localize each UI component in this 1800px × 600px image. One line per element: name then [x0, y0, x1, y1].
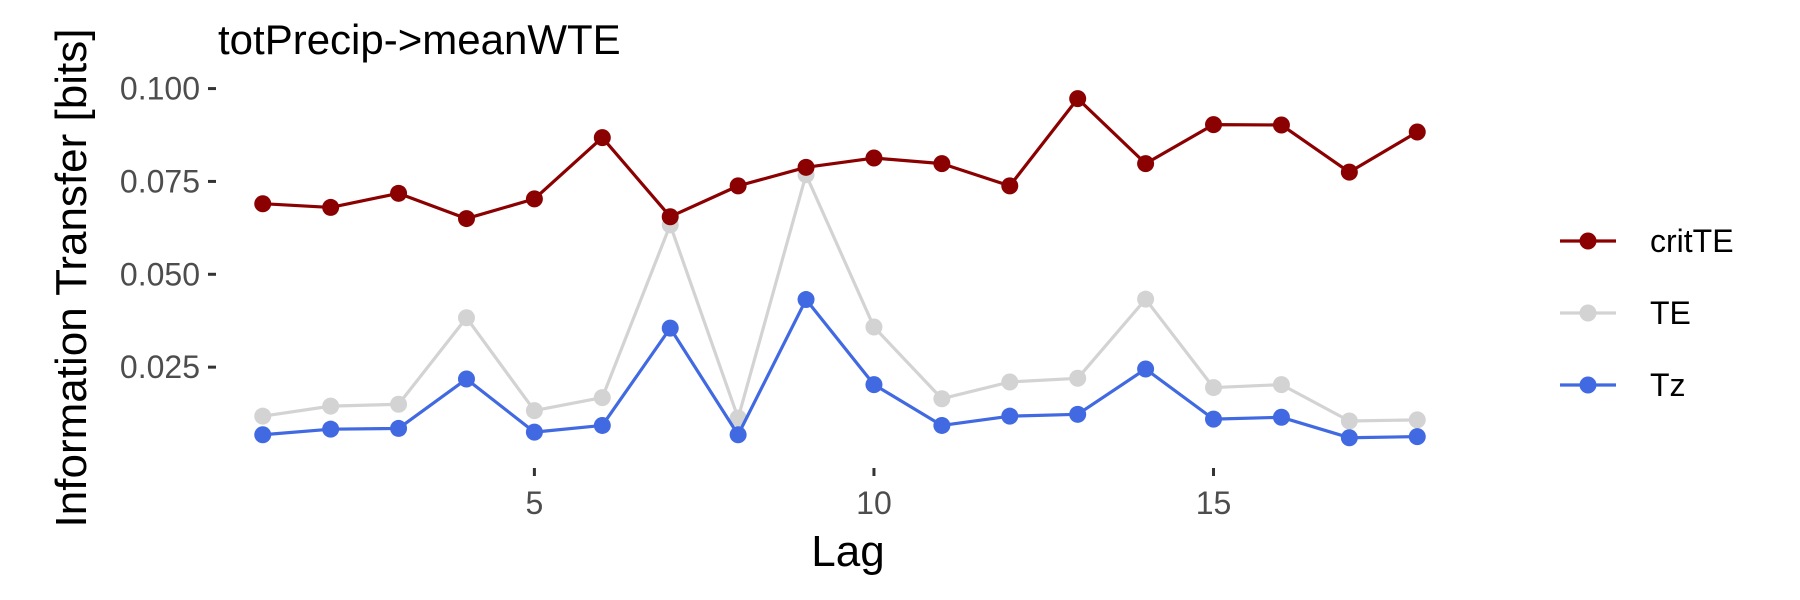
data-point-tz — [1069, 405, 1087, 423]
legend-marker — [1579, 232, 1597, 250]
data-point-critte — [729, 177, 747, 195]
x-tick-label: 10 — [856, 485, 892, 521]
data-point-te — [322, 397, 340, 415]
data-point-critte — [661, 208, 679, 226]
x-tick-label: 15 — [1196, 485, 1232, 521]
data-point-tz — [1272, 408, 1290, 426]
data-point-tz — [729, 426, 747, 444]
plot-area — [254, 90, 1426, 447]
data-point-critte — [322, 198, 340, 216]
data-point-tz — [525, 423, 543, 441]
data-point-tz — [1205, 410, 1223, 428]
y-tick-label: 0.050 — [120, 256, 200, 292]
legend-marker — [1579, 304, 1597, 322]
data-point-te — [729, 409, 747, 427]
series-critte — [254, 90, 1426, 228]
data-point-te — [1137, 290, 1155, 308]
data-point-tz — [1408, 428, 1426, 446]
series-te — [254, 166, 1426, 430]
series-line-te — [262, 173, 1418, 423]
data-point-tz — [457, 370, 475, 388]
y-tick-label: 0.075 — [120, 163, 200, 199]
legend-key-critte — [1560, 232, 1616, 250]
legend-label-tz: Tz — [1650, 367, 1686, 403]
x-axis-title: Lag — [811, 527, 884, 576]
data-point-critte — [933, 155, 951, 173]
series-tz — [254, 291, 1426, 447]
data-point-te — [457, 309, 475, 327]
y-axis-title: Information Transfer [bits] — [47, 29, 96, 528]
data-point-te — [865, 318, 883, 336]
data-point-te — [390, 395, 408, 413]
data-point-te — [593, 389, 611, 407]
data-point-te — [1272, 376, 1290, 394]
data-point-tz — [322, 420, 340, 438]
data-point-critte — [1340, 163, 1358, 181]
data-point-tz — [1340, 429, 1358, 447]
data-point-critte — [865, 149, 883, 167]
data-point-tz — [254, 426, 272, 444]
legend: critTE TE Tz — [1560, 223, 1734, 403]
legend-label-te: TE — [1650, 295, 1691, 331]
data-point-tz — [797, 291, 815, 309]
data-point-tz — [933, 416, 951, 434]
legend-marker — [1579, 376, 1597, 394]
data-point-critte — [1205, 116, 1223, 134]
data-point-tz — [1137, 360, 1155, 378]
y-tick-label: 0.100 — [120, 71, 200, 107]
data-point-critte — [797, 158, 815, 176]
legend-key-tz — [1560, 376, 1616, 394]
data-point-tz — [1001, 407, 1019, 425]
data-point-tz — [661, 319, 679, 337]
data-point-tz — [593, 416, 611, 434]
data-point-critte — [593, 129, 611, 147]
data-point-critte — [254, 195, 272, 213]
data-point-te — [1340, 412, 1358, 430]
data-point-te — [254, 407, 272, 425]
data-point-critte — [1137, 155, 1155, 173]
x-tick-label: 5 — [525, 485, 543, 521]
series-line-tz — [262, 297, 1418, 440]
chart-title: totPrecip->meanWTE — [218, 16, 621, 63]
data-point-te — [1069, 369, 1087, 387]
data-point-tz — [390, 419, 408, 437]
data-point-critte — [1272, 116, 1290, 134]
y-tick-label: 0.025 — [120, 349, 200, 385]
data-point-te — [525, 402, 543, 420]
x-axis: 5 10 15 — [525, 468, 1231, 521]
series-line-critte — [262, 96, 1419, 221]
data-point-critte — [390, 184, 408, 202]
legend-key-te — [1560, 304, 1616, 322]
data-point-te — [1408, 411, 1426, 429]
data-point-te — [1205, 379, 1223, 397]
data-point-critte — [1001, 177, 1019, 195]
data-point-critte — [1069, 90, 1087, 108]
data-point-critte — [457, 210, 475, 228]
legend-label-critte: critTE — [1650, 223, 1734, 259]
data-point-critte — [1408, 123, 1426, 141]
data-point-te — [933, 390, 951, 408]
y-axis: 0.025 0.050 0.075 0.100 — [120, 71, 216, 385]
data-point-critte — [525, 190, 543, 208]
data-point-te — [1001, 373, 1019, 391]
data-point-tz — [865, 376, 883, 394]
